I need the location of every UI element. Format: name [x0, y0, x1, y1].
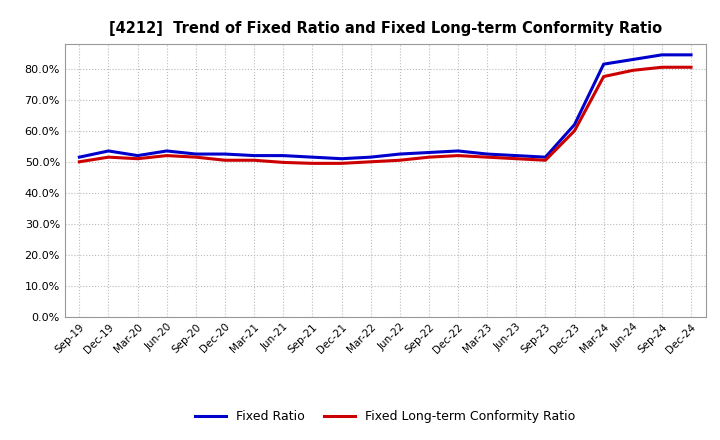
Fixed Ratio	[366, 154, 375, 160]
Line: Fixed Ratio: Fixed Ratio	[79, 55, 691, 159]
Fixed Long-term Conformity Ratio	[220, 158, 229, 163]
Fixed Ratio	[192, 151, 200, 157]
Fixed Long-term Conformity Ratio	[657, 65, 666, 70]
Fixed Long-term Conformity Ratio	[163, 153, 171, 158]
Fixed Long-term Conformity Ratio	[366, 159, 375, 165]
Fixed Ratio	[570, 122, 579, 127]
Fixed Long-term Conformity Ratio	[629, 68, 637, 73]
Fixed Ratio	[599, 62, 608, 67]
Fixed Long-term Conformity Ratio	[512, 156, 521, 161]
Fixed Long-term Conformity Ratio	[395, 158, 404, 163]
Legend: Fixed Ratio, Fixed Long-term Conformity Ratio: Fixed Ratio, Fixed Long-term Conformity …	[190, 405, 580, 428]
Fixed Ratio	[425, 150, 433, 155]
Fixed Long-term Conformity Ratio	[570, 128, 579, 133]
Fixed Ratio	[133, 153, 142, 158]
Fixed Long-term Conformity Ratio	[425, 154, 433, 160]
Fixed Ratio	[250, 153, 258, 158]
Fixed Long-term Conformity Ratio	[337, 161, 346, 166]
Fixed Ratio	[541, 154, 550, 160]
Fixed Long-term Conformity Ratio	[308, 161, 317, 166]
Fixed Ratio	[657, 52, 666, 58]
Fixed Ratio	[454, 148, 462, 154]
Fixed Long-term Conformity Ratio	[133, 156, 142, 161]
Fixed Ratio	[75, 154, 84, 160]
Fixed Long-term Conformity Ratio	[279, 160, 287, 165]
Fixed Long-term Conformity Ratio	[687, 65, 696, 70]
Fixed Ratio	[337, 156, 346, 161]
Fixed Ratio	[483, 151, 492, 157]
Fixed Ratio	[279, 153, 287, 158]
Fixed Ratio	[395, 151, 404, 157]
Fixed Long-term Conformity Ratio	[454, 153, 462, 158]
Fixed Long-term Conformity Ratio	[250, 158, 258, 163]
Fixed Ratio	[629, 57, 637, 62]
Fixed Ratio	[104, 148, 113, 154]
Title: [4212]  Trend of Fixed Ratio and Fixed Long-term Conformity Ratio: [4212] Trend of Fixed Ratio and Fixed Lo…	[109, 21, 662, 36]
Fixed Long-term Conformity Ratio	[599, 74, 608, 79]
Fixed Long-term Conformity Ratio	[483, 154, 492, 160]
Fixed Long-term Conformity Ratio	[104, 154, 113, 160]
Fixed Ratio	[163, 148, 171, 154]
Fixed Ratio	[308, 154, 317, 160]
Fixed Ratio	[512, 153, 521, 158]
Fixed Ratio	[687, 52, 696, 58]
Fixed Long-term Conformity Ratio	[192, 154, 200, 160]
Line: Fixed Long-term Conformity Ratio: Fixed Long-term Conformity Ratio	[79, 67, 691, 163]
Fixed Ratio	[220, 151, 229, 157]
Fixed Long-term Conformity Ratio	[75, 159, 84, 165]
Fixed Long-term Conformity Ratio	[541, 158, 550, 163]
